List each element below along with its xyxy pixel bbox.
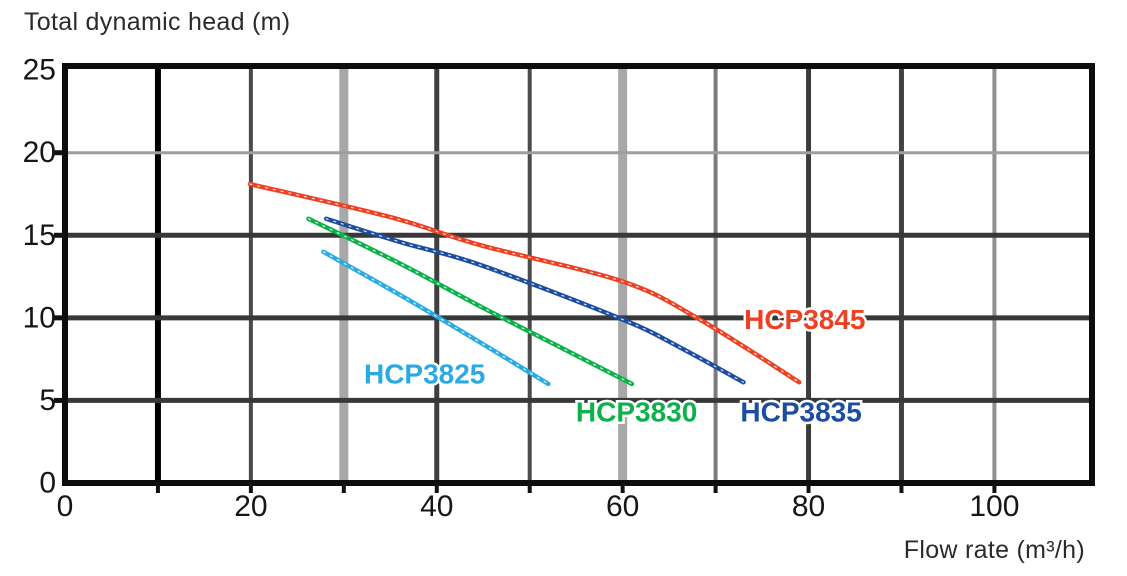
curve-highlight-HCP3835 [325, 218, 745, 383]
y-tick-label-0: 0 [39, 467, 56, 500]
x-tick-label-60: 60 [606, 490, 639, 523]
series-label-HCP3830: HCP3830 [576, 396, 697, 427]
series-label-HCP3835: HCP3835 [740, 396, 861, 427]
plot-frame [62, 63, 1095, 486]
series-label-HCP3845: HCP3845 [744, 304, 865, 335]
y-axis-title: Total dynamic head (m) [24, 8, 291, 36]
x-tick-label-100: 100 [969, 490, 1019, 523]
x-tick-label-0: 0 [57, 490, 74, 523]
x-tick-label-40: 40 [420, 490, 453, 523]
series-label-HCP3825: HCP3825 [364, 359, 485, 390]
y-tick-label-20: 20 [23, 136, 56, 169]
y-tick-label-25: 25 [23, 54, 56, 87]
y-tick-label-15: 15 [23, 219, 56, 252]
curve-highlight-HCP3830 [307, 218, 633, 385]
x-tick-label-80: 80 [792, 490, 825, 523]
y-tick-label-10: 10 [23, 301, 56, 334]
x-tick-label-20: 20 [234, 490, 267, 523]
y-tick-label-5: 5 [39, 384, 56, 417]
curve-highlight-HCP3845 [249, 183, 800, 383]
curve-highlight-HCP3825 [322, 251, 549, 385]
x-axis-title: Flow rate (m³/h) [903, 536, 1085, 564]
